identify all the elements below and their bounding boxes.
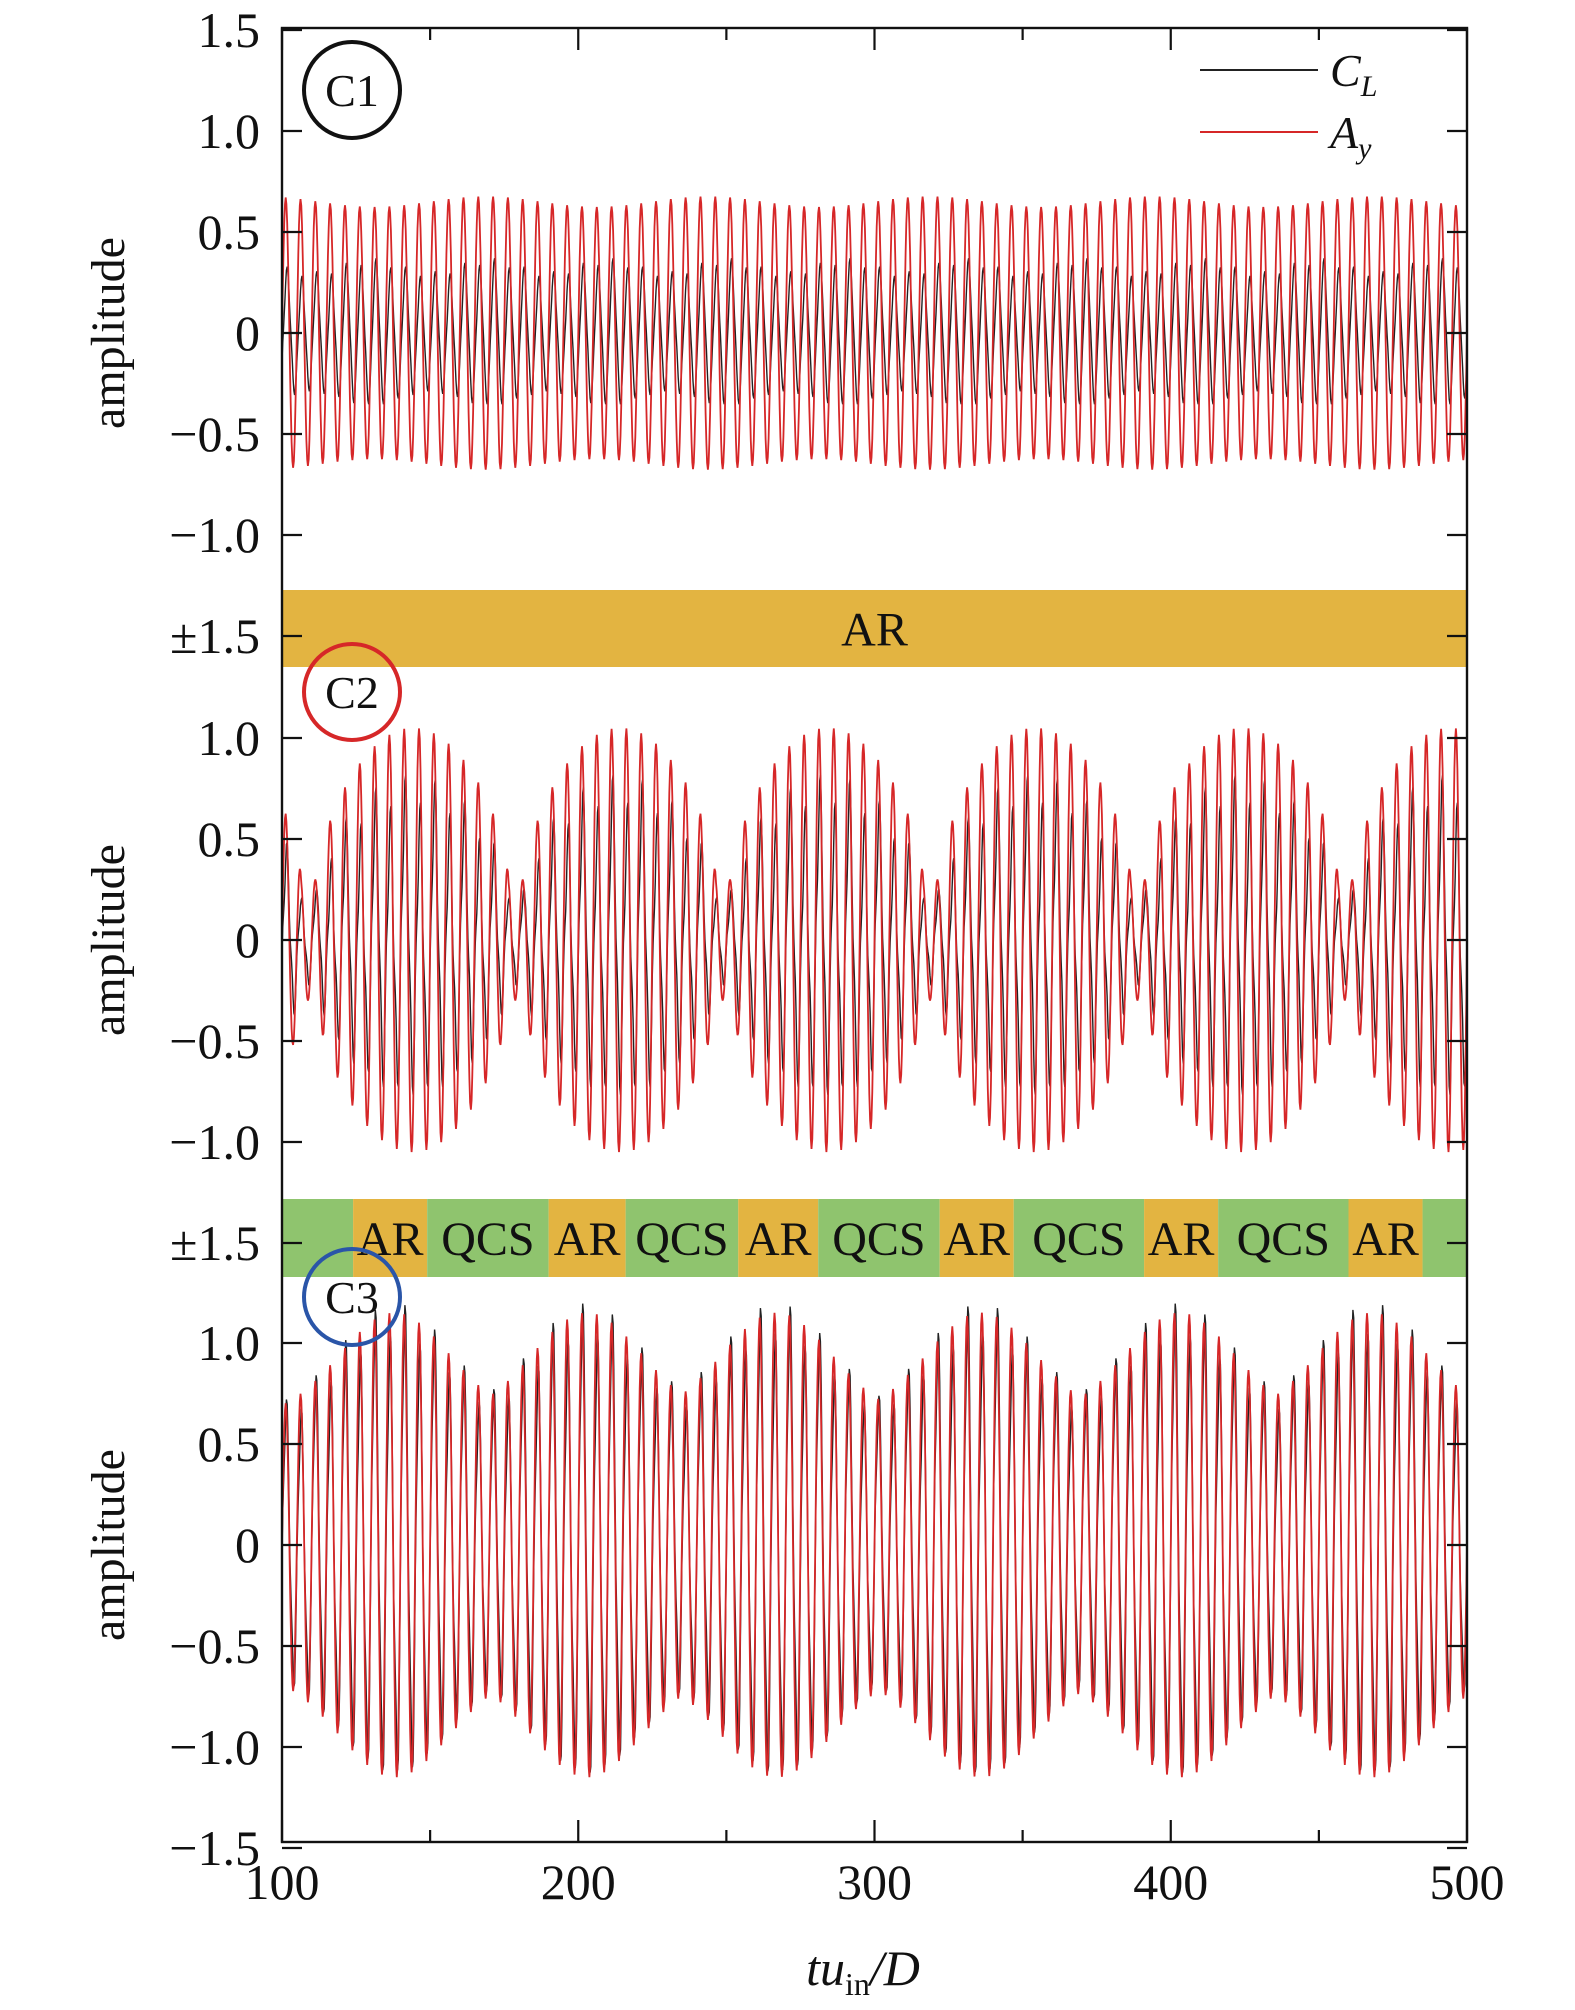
series-Ay-panel-1 bbox=[281, 196, 1468, 470]
x-tick-label-4: 500 bbox=[1430, 1854, 1505, 1910]
legend-label-0: CL bbox=[1330, 45, 1377, 103]
y-tick-label-panel-3-4: −1.0 bbox=[169, 1719, 260, 1775]
y-tick-label-panel-2-2: 0 bbox=[235, 912, 260, 968]
band-label-2-2: QCS bbox=[441, 1213, 534, 1266]
band-segment-2-7 bbox=[939, 1199, 1014, 1277]
band-segment-2-8 bbox=[1013, 1199, 1145, 1277]
y-tick-label-panel-1-3: 0 bbox=[235, 305, 260, 361]
band-label-2-3: AR bbox=[554, 1213, 621, 1266]
y-tick-label-panel-3-2: 0 bbox=[235, 1517, 260, 1573]
band-label-2-9: AR bbox=[1148, 1213, 1215, 1266]
band-label-2-6: QCS bbox=[832, 1213, 925, 1266]
y-tick-label-panel-3-5: −1.5 bbox=[169, 1820, 260, 1876]
y-tick-label-panel-3-1: 0.5 bbox=[198, 1416, 261, 1472]
series-Ay-panel-3 bbox=[281, 1312, 1468, 1778]
y-tick-label-panel-1-6: ±1.5 bbox=[170, 608, 260, 664]
panel-labels: C1 C2 C3 bbox=[302, 40, 402, 1347]
band-label-2-5: AR bbox=[745, 1213, 812, 1266]
band-label-2-4: QCS bbox=[635, 1213, 728, 1266]
band-segment-2-4 bbox=[625, 1199, 739, 1277]
y-tick-label-panel-2-0: 1.0 bbox=[198, 710, 261, 766]
band-segment-1-0 bbox=[282, 590, 1467, 667]
legend-label-1: Ay bbox=[1327, 107, 1372, 165]
regime-bands: AR AR QCS AR QCS AR QCS AR QCS AR QCS AR bbox=[282, 590, 1467, 1277]
band-segment-2-6 bbox=[818, 1199, 940, 1277]
band-label-2-10: QCS bbox=[1237, 1213, 1330, 1266]
band-segment-2-12 bbox=[1422, 1199, 1467, 1277]
axes: 1.5 1.0 0.5 0 −0.5 −1.0 ±1.5 amplitude 1.0 0.5 0 −0… bbox=[82, 2, 1505, 1910]
y-tick-label-panel-1-2: 0.5 bbox=[198, 204, 261, 260]
panel-label-2: C2 bbox=[325, 667, 379, 718]
band-segment-2-10 bbox=[1218, 1199, 1349, 1277]
y-tick-label-panel-1-1: 1.0 bbox=[198, 103, 261, 159]
y-axis-label-panel-2: amplitude bbox=[82, 844, 135, 1036]
band-segment-2-5 bbox=[738, 1199, 819, 1277]
x-axis-label: tuin/D bbox=[806, 1940, 920, 2002]
y-tick-label-panel-1-4: −0.5 bbox=[169, 406, 260, 462]
y-tick-label-panel-3-3: −0.5 bbox=[169, 1618, 260, 1674]
band-segment-2-9 bbox=[1144, 1199, 1219, 1277]
y-axis-label-panel-1: amplitude bbox=[82, 237, 135, 429]
x-tick-label-0: 100 bbox=[245, 1854, 320, 1910]
band-segment-2-11 bbox=[1348, 1199, 1423, 1277]
x-tick-label-3: 400 bbox=[1133, 1854, 1208, 1910]
y-tick-label-panel-1-0: 1.5 bbox=[198, 2, 261, 58]
band-label-2-8: QCS bbox=[1032, 1213, 1125, 1266]
panel-circle-2 bbox=[302, 642, 402, 742]
band-label-2-11: AR bbox=[1352, 1213, 1419, 1266]
x-tick-label-1: 200 bbox=[541, 1854, 616, 1910]
band-segment-2-3 bbox=[548, 1199, 626, 1277]
x-tick-label-2: 300 bbox=[837, 1854, 912, 1910]
y-axis-label-panel-3: amplitude bbox=[82, 1449, 135, 1641]
band-label-2-1: AR bbox=[357, 1213, 424, 1266]
panel-label-3: C3 bbox=[325, 1272, 379, 1323]
y-tick-label-panel-3-0: 1.0 bbox=[198, 1315, 261, 1371]
panel-circle-1 bbox=[302, 40, 402, 140]
y-tick-label-panel-2-4: −1.0 bbox=[169, 1114, 260, 1170]
panel-label-1: C1 bbox=[325, 65, 379, 116]
band-segment-2-1 bbox=[353, 1199, 428, 1277]
y-tick-label-panel-2-5: ±1.5 bbox=[170, 1215, 260, 1271]
y-tick-label-panel-2-1: 0.5 bbox=[198, 811, 261, 867]
y-tick-label-panel-1-5: −1.0 bbox=[169, 507, 260, 563]
signal-curves bbox=[281, 196, 1468, 1778]
series-Ay-panel-2 bbox=[281, 728, 1468, 1153]
y-tick-label-panel-2-3: −0.5 bbox=[169, 1013, 260, 1069]
panel-circle-3 bbox=[302, 1247, 402, 1347]
band-label-2-7: AR bbox=[943, 1213, 1010, 1266]
band-label-1-0: AR bbox=[841, 604, 908, 657]
band-segment-2-2 bbox=[427, 1199, 549, 1277]
